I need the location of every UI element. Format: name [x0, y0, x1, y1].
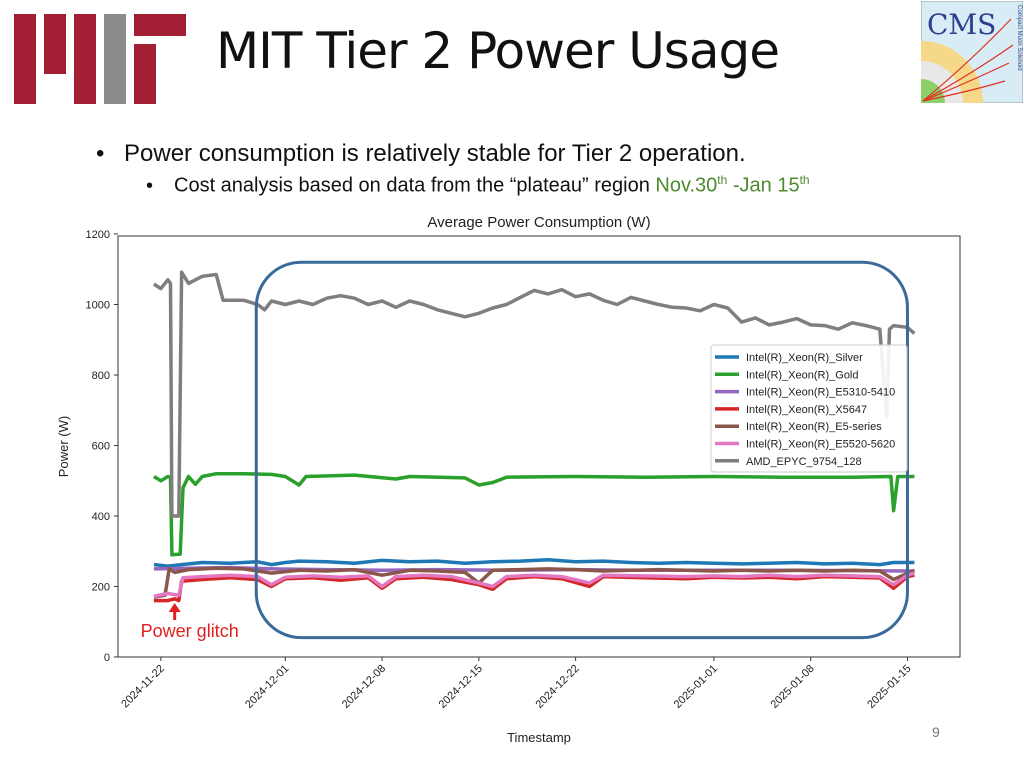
date-range-end: -Jan 15	[727, 174, 800, 197]
y-tick-label: 1200	[86, 229, 110, 241]
y-tick-label: 600	[92, 441, 110, 453]
cms-logo-subtext: Compact Muon Solenoid	[1016, 5, 1022, 71]
page-number: 9	[932, 724, 940, 740]
mit-logo	[14, 14, 186, 104]
x-axis-label: Timestamp	[507, 730, 571, 745]
y-tick-label: 1000	[86, 300, 110, 312]
bullet-2-text: Cost analysis based on data from the “pl…	[174, 174, 656, 197]
x-tick-label: 2024-12-08	[340, 663, 388, 711]
legend-label: AMD_EPYC_9754_128	[746, 456, 862, 468]
legend-label: Intel(R)_Xeon(R)_E5520-5620	[746, 439, 895, 451]
cms-logo-text: CMS	[927, 8, 996, 41]
x-tick-label: 2025-01-08	[769, 663, 817, 711]
date-range-start: Nov.30	[655, 174, 718, 197]
y-tick-label: 200	[92, 582, 110, 594]
x-tick-label: 2025-01-15	[865, 663, 913, 711]
x-tick-label: 2024-12-15	[437, 663, 485, 711]
series-line-6	[152, 270, 916, 518]
series-line-0	[153, 557, 915, 568]
series-line-1	[152, 471, 915, 557]
legend-label: Intel(R)_Xeon(R)_Silver	[746, 352, 863, 364]
power-glitch-label: Power glitch	[141, 621, 239, 641]
x-tick-label: 2025-01-01	[672, 663, 720, 711]
x-tick-label: 2024-12-01	[243, 663, 291, 711]
legend-label: Intel(R)_Xeon(R)_Gold	[746, 369, 859, 381]
bullet-2: • Cost analysis based on data from the “p…	[146, 173, 810, 197]
legend-box	[710, 344, 908, 473]
glitch-arrow-icon	[168, 603, 181, 612]
series-line-3	[153, 573, 915, 603]
series-line-4	[153, 566, 916, 599]
y-tick-label: 0	[104, 652, 110, 664]
bullet-1-text: Power consumption is relatively stable f…	[124, 140, 746, 167]
superscript: th	[799, 173, 810, 187]
slide-title: MIT Tier 2 Power Usage	[216, 22, 780, 80]
superscript: th	[717, 173, 728, 187]
chart-title: Average Power Consumption (W)	[427, 214, 650, 231]
bullet-1: • Power consumption is relatively stable …	[96, 140, 746, 167]
legend-label: Intel(R)_Xeon(R)_E5310-5410	[746, 387, 895, 399]
x-tick-label: 2024-12-22	[533, 663, 581, 711]
series-line-5	[153, 571, 915, 599]
y-tick-label: 800	[92, 370, 110, 382]
legend-label: Intel(R)_Xeon(R)_X5647	[746, 404, 867, 416]
legend-label: Intel(R)_Xeon(R)_E5-series	[746, 421, 882, 433]
y-tick-label: 400	[92, 511, 110, 523]
x-tick-label: 2024-11-22	[119, 663, 167, 711]
cms-logo: CMS Compact Muon Solenoid	[921, 1, 1023, 103]
y-axis-label: Power (W)	[56, 416, 71, 477]
